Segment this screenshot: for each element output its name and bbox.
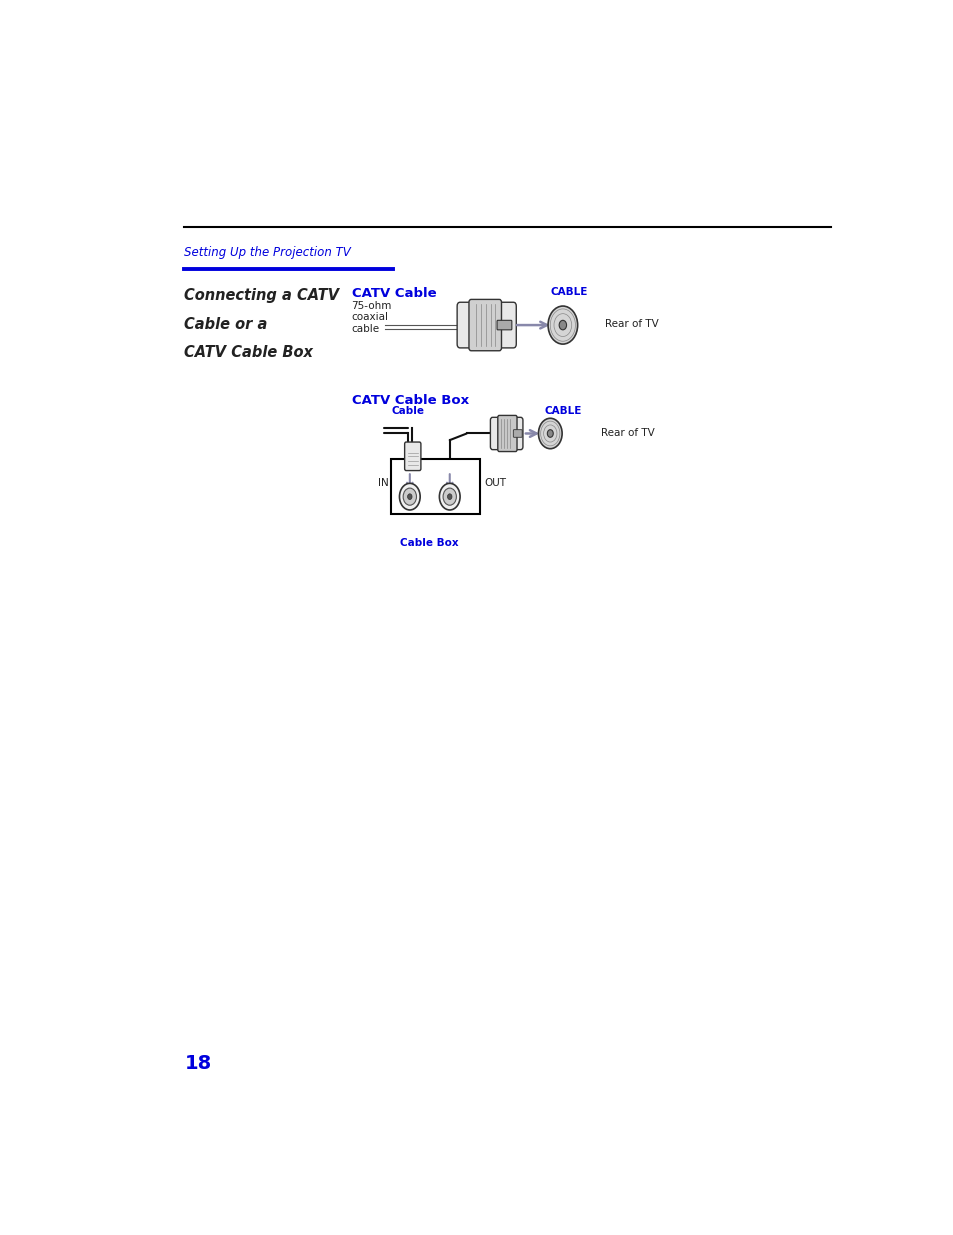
FancyBboxPatch shape [404, 442, 420, 471]
FancyBboxPatch shape [456, 303, 516, 348]
Text: Rear of TV: Rear of TV [600, 429, 655, 438]
FancyBboxPatch shape [497, 320, 512, 330]
Text: CATV Cable Box: CATV Cable Box [352, 394, 469, 406]
Circle shape [558, 320, 566, 330]
Text: OUT: OUT [484, 478, 506, 488]
Text: Cable Box: Cable Box [400, 538, 458, 548]
FancyBboxPatch shape [490, 417, 522, 450]
Text: IN: IN [378, 478, 389, 488]
Text: CATV Cable Box: CATV Cable Box [184, 345, 313, 361]
FancyBboxPatch shape [497, 415, 517, 452]
FancyBboxPatch shape [391, 459, 479, 514]
Text: CATV Cable: CATV Cable [352, 287, 436, 300]
Text: CABLE: CABLE [543, 406, 581, 416]
Circle shape [547, 430, 553, 437]
Text: Cable or a: Cable or a [184, 316, 268, 331]
Text: CABLE: CABLE [550, 288, 588, 298]
Text: Cable: Cable [391, 406, 424, 416]
Text: 75-ohm
coaxial
cable: 75-ohm coaxial cable [351, 301, 392, 335]
Circle shape [447, 494, 452, 499]
Circle shape [407, 494, 412, 499]
Circle shape [537, 419, 561, 448]
Circle shape [547, 306, 577, 345]
Text: Connecting a CATV: Connecting a CATV [184, 288, 339, 303]
Text: Setting Up the Projection TV: Setting Up the Projection TV [184, 246, 351, 259]
FancyBboxPatch shape [513, 430, 521, 437]
Text: 18: 18 [184, 1053, 212, 1072]
FancyBboxPatch shape [469, 299, 501, 351]
Circle shape [442, 488, 456, 505]
Circle shape [399, 483, 419, 510]
Text: Rear of TV: Rear of TV [604, 319, 659, 329]
Circle shape [403, 488, 416, 505]
Circle shape [439, 483, 459, 510]
